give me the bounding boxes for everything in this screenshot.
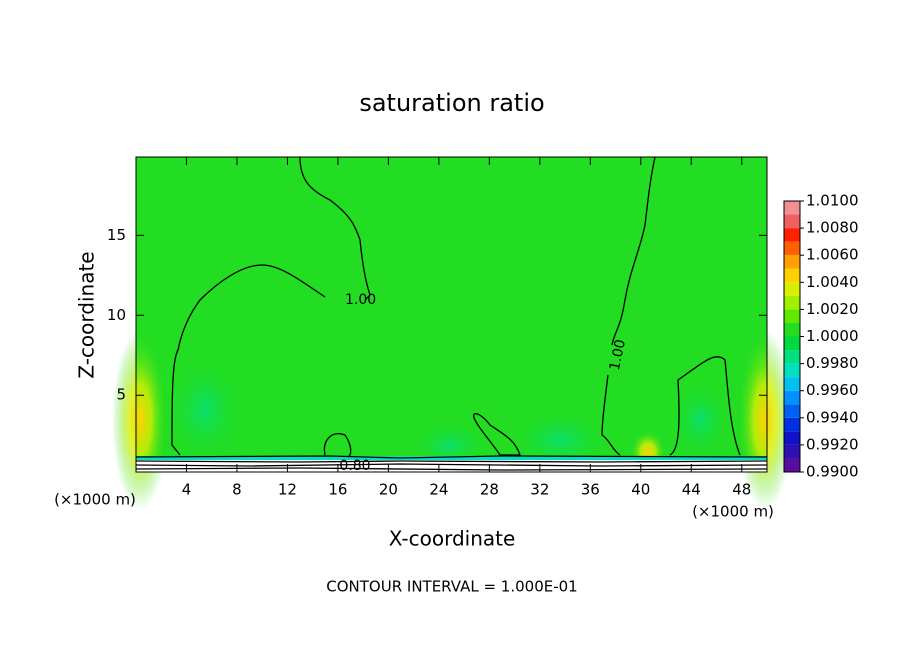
- y-unit: (×1000 m): [54, 491, 136, 509]
- colorbar-tick-label: 1.0020: [806, 300, 859, 318]
- colorbar-band: [784, 295, 800, 310]
- colorbar-band: [784, 350, 800, 364]
- field-strip: [136, 456, 767, 460]
- x-tick-label: 4: [182, 481, 192, 499]
- x-tick-label: 28: [480, 481, 499, 499]
- x-tick-label: 40: [631, 481, 650, 499]
- colorbar-tick-label: 1.0040: [806, 273, 859, 291]
- plot-frame: [135, 156, 768, 473]
- colorbar-band: [784, 322, 800, 337]
- contour-label: 0.80: [339, 458, 370, 474]
- field-blob: [670, 380, 730, 460]
- contour-line: [611, 156, 656, 346]
- contour-line: [299, 156, 371, 301]
- contour-line: [669, 356, 741, 456]
- colorbar-band: [784, 309, 800, 323]
- contour-label: 1.00: [345, 292, 376, 308]
- x-tick-label: 16: [328, 481, 347, 499]
- colorbar-band: [784, 228, 800, 242]
- contour-line: [135, 463, 768, 467]
- colorbar-band: [784, 201, 800, 215]
- footnote: CONTOUR INTERVAL = 1.000E-01: [326, 578, 577, 596]
- colorbar-band: [784, 241, 800, 256]
- colorbar-band: [784, 458, 800, 472]
- x-unit: (×1000 m): [692, 503, 774, 521]
- colorbar-band: [784, 336, 800, 351]
- y-tick-label: 5: [116, 386, 126, 404]
- contour-line: [135, 467, 768, 471]
- colorbar-tick-label: 0.9960: [806, 381, 859, 399]
- x-tick-label: 24: [429, 481, 448, 499]
- colorbar-tick-label: 1.0060: [806, 246, 859, 264]
- colorbar-band: [784, 268, 800, 283]
- colorbar-tick-label: 0.9940: [806, 408, 859, 426]
- colorbar-tick-label: 1.0100: [806, 192, 859, 210]
- colorbar-band: [784, 444, 800, 459]
- contour-line: [323, 433, 352, 458]
- colorbar-tick-label: 0.9920: [806, 435, 859, 453]
- field-blob: [510, 410, 610, 470]
- colorbar-band: [784, 431, 800, 445]
- y-tick-label: 10: [107, 306, 126, 324]
- colorbar-band: [784, 417, 800, 432]
- colorbar-band: [784, 282, 800, 296]
- colorbar-tick-label: 1.0000: [806, 327, 859, 345]
- y-axis-label: Z-coordinate: [75, 251, 99, 378]
- contour-line: [601, 374, 621, 456]
- contour-line: [473, 413, 521, 456]
- contour-line: [135, 455, 768, 459]
- chart-title: saturation ratio: [359, 89, 544, 117]
- x-tick-label: 32: [530, 481, 549, 499]
- colorbar-band: [784, 390, 800, 405]
- x-tick-label: 12: [278, 481, 297, 499]
- colorbar-band: [784, 377, 800, 391]
- field-blob: [165, 355, 245, 465]
- colorbar-band: [784, 363, 800, 378]
- x-tick-label: 20: [379, 481, 398, 499]
- x-axis-label: X-coordinate: [389, 527, 516, 551]
- colorbar-band: [784, 214, 800, 229]
- field-blob: [112, 330, 168, 510]
- colorbar-tick-label: 0.9900: [806, 463, 859, 481]
- colorbar-tick-label: 1.0080: [806, 219, 859, 237]
- x-tick-label: 48: [732, 481, 751, 499]
- colorbar-tick-label: 0.9980: [806, 354, 859, 372]
- x-tick-label: 8: [232, 481, 242, 499]
- contour-line: [135, 460, 768, 463]
- y-tick-label: 15: [107, 226, 126, 244]
- x-tick-label: 36: [581, 481, 600, 499]
- contour-line: [171, 264, 326, 456]
- colorbar-band: [784, 404, 800, 418]
- colorbar-band: [784, 255, 800, 269]
- contours: 1.00 1.00 0.80: [135, 156, 768, 474]
- contour-label: 1.00: [607, 338, 629, 372]
- x-tick-label: 44: [682, 481, 701, 499]
